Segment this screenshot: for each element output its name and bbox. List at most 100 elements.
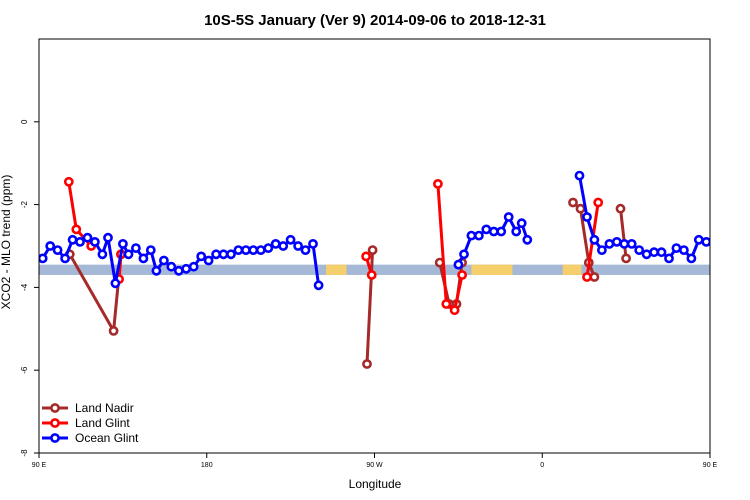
ocean-glint-point	[158, 255, 169, 266]
plot-area	[39, 170, 750, 369]
land-nadir-point	[621, 253, 631, 264]
legend-label-land-glint: Land Glint	[75, 416, 130, 430]
ocean-glint-point	[634, 245, 645, 255]
ocean-glint-point	[270, 238, 281, 249]
ocean-glint-point	[738, 280, 745, 287]
ocean-glint-point	[604, 238, 615, 249]
land-glint-point	[722, 178, 729, 185]
ocean-glint-point	[75, 236, 85, 247]
y-tick-label: 0	[20, 119, 29, 124]
land-glint-line	[436, 183, 464, 312]
ocean-glint-point	[218, 249, 229, 260]
series-land-glint	[63, 176, 750, 316]
land-nadir-point	[734, 327, 741, 334]
legend-label-ocean-glint: Ocean Glint	[75, 431, 139, 445]
y-tick-label: -8	[20, 449, 29, 457]
ocean-glint-point	[671, 243, 682, 253]
land-nadir-point	[615, 203, 626, 214]
ocean-glint-point	[597, 245, 607, 255]
land-glint-point	[441, 299, 452, 309]
series-ocean-glint	[39, 170, 750, 291]
ocean-band	[39, 264, 710, 275]
ocean-glint-point	[263, 243, 274, 253]
land-glint-point	[744, 242, 750, 249]
y-tick-label: -4	[20, 283, 29, 291]
land-glint-point	[593, 197, 604, 208]
land-glint-line	[726, 182, 748, 246]
ocean-glint-point	[226, 249, 236, 260]
land-nadir-point	[568, 197, 578, 208]
ocean-glint-point	[589, 234, 600, 245]
ocean-glint-point	[516, 218, 527, 229]
land-glint-point	[361, 251, 371, 262]
ocean-glint-point	[103, 232, 113, 243]
land-band-0	[326, 264, 347, 275]
ocean-glint-point	[145, 245, 156, 255]
ocean-glint-point	[255, 245, 266, 255]
legend-marker-ocean-glint	[50, 433, 60, 443]
land-band-1	[471, 264, 513, 275]
ocean-glint-point	[664, 253, 674, 264]
ocean-glint-point	[233, 245, 244, 255]
ocean-glint-point	[656, 247, 667, 258]
ocean-glint-point	[45, 241, 56, 251]
ocean-glint-point	[459, 249, 469, 260]
ocean-glint-point	[196, 251, 207, 262]
ocean-glint-point	[679, 245, 689, 255]
ocean-glint-point	[582, 212, 592, 222]
y-axis-title: XCO2 - MLO trend (ppm)	[0, 175, 13, 310]
land-nadir-point	[367, 245, 378, 255]
land-nadir-point	[575, 203, 586, 214]
land-glint-point	[457, 270, 467, 280]
ocean-glint-point	[473, 230, 484, 241]
ocean-glint-point	[123, 249, 134, 260]
x-tick-label: 90 E	[32, 462, 47, 469]
ocean-glint-point	[52, 245, 63, 255]
x-tick-label: 180	[201, 462, 213, 469]
legend-marker-land-nadir	[50, 403, 60, 413]
x-tick-label: 90 W	[366, 462, 383, 469]
legend-label-land-nadir: Land Nadir	[75, 401, 134, 415]
ocean-glint-point	[746, 240, 750, 247]
ocean-glint-point	[693, 234, 704, 245]
ocean-glint-point	[511, 226, 522, 237]
ocean-glint-point	[574, 170, 585, 181]
y-tick-label: -2	[20, 200, 29, 208]
ocean-glint-point	[138, 253, 149, 264]
land-glint-point	[366, 270, 377, 280]
ocean-glint-point	[496, 226, 507, 237]
ocean-glint-point	[522, 234, 533, 245]
ocean-glint-point	[313, 280, 324, 291]
x-tick-label: 0	[540, 462, 544, 469]
land-glint-point	[730, 226, 737, 233]
land-glint-point	[432, 178, 443, 189]
land-band-2	[562, 264, 582, 275]
ocean-glint-point	[173, 265, 184, 276]
ocean-glint-point	[308, 238, 318, 249]
ocean-glint-point	[611, 236, 622, 247]
ocean-glint-point	[300, 245, 311, 255]
ocean-glint-point	[466, 230, 477, 241]
ocean-glint-point	[248, 245, 259, 255]
ocean-glint-point	[60, 253, 70, 264]
ocean-glint-point	[203, 255, 214, 266]
ocean-glint-point	[90, 236, 100, 247]
ocean-glint-point	[733, 234, 740, 241]
ocean-glint-point	[188, 261, 199, 272]
land-glint-point	[449, 305, 460, 316]
land-nadir-point	[108, 325, 119, 336]
x-axis-title: Longitude	[349, 477, 402, 491]
ocean-glint-point	[97, 249, 108, 260]
ocean-glint-point	[82, 232, 93, 243]
land-glint-point	[63, 176, 74, 187]
ocean-glint-point	[151, 265, 162, 276]
ocean-glint-point	[118, 238, 128, 249]
ocean-glint-point	[708, 236, 710, 243]
land-nadir-line	[619, 208, 628, 259]
land-glint-point	[71, 224, 82, 235]
ocean-glint-point	[686, 253, 697, 264]
ocean-glint-point	[181, 263, 192, 274]
ocean-glint-point	[626, 238, 637, 249]
